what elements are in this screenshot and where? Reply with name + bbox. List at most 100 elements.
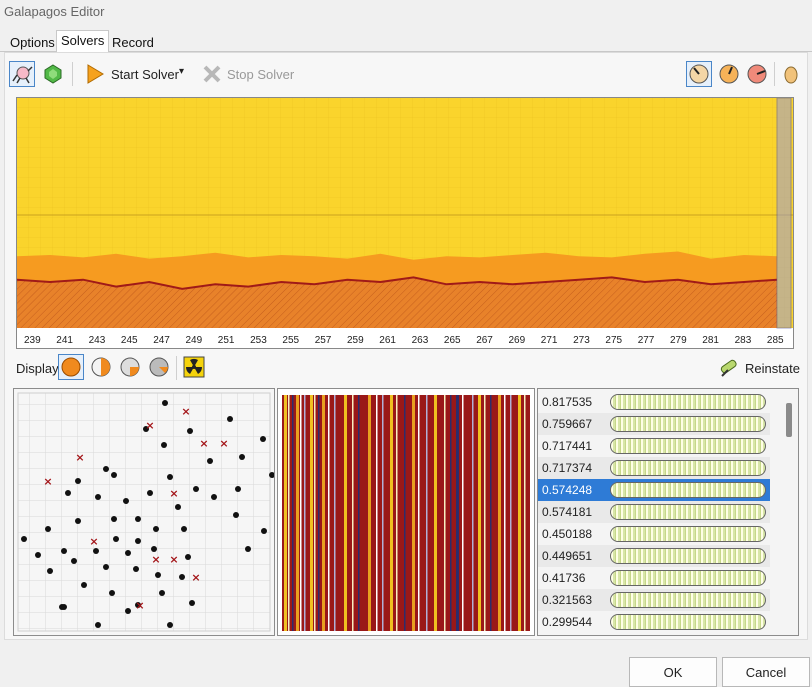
population-point[interactable] xyxy=(269,472,275,478)
tab-record[interactable]: Record xyxy=(112,35,154,50)
population-point[interactable] xyxy=(125,550,131,556)
population-point[interactable] xyxy=(167,622,173,628)
gauge-fast-button[interactable] xyxy=(744,61,770,87)
population-point[interactable] xyxy=(93,548,99,554)
rejected-point[interactable]: × xyxy=(199,437,208,450)
population-point[interactable] xyxy=(153,526,159,532)
stop-solver-label[interactable]: Stop Solver xyxy=(227,67,295,82)
population-point[interactable] xyxy=(113,536,119,542)
population-point[interactable] xyxy=(189,600,195,606)
chart-playhead[interactable] xyxy=(776,97,792,329)
rejected-point[interactable]: × xyxy=(145,419,154,432)
genome-list-row[interactable]: 0.450188 xyxy=(538,523,770,545)
genome-list-row[interactable]: 0.574248 xyxy=(538,479,770,501)
display-mode-3-button[interactable] xyxy=(117,354,143,380)
evolutionary-solver-button[interactable] xyxy=(9,61,35,87)
population-point[interactable] xyxy=(151,546,157,552)
population-point[interactable] xyxy=(95,622,101,628)
population-point[interactable] xyxy=(161,442,167,448)
population-point[interactable] xyxy=(227,416,233,422)
population-point[interactable] xyxy=(61,548,67,554)
rejected-point[interactable]: × xyxy=(169,553,178,566)
population-point[interactable] xyxy=(95,494,101,500)
genome-list-row[interactable]: 0.759667 xyxy=(538,413,770,435)
population-point[interactable] xyxy=(81,582,87,588)
ok-button[interactable]: OK xyxy=(629,657,717,687)
display-mode-1-button[interactable] xyxy=(58,354,84,380)
rejected-point[interactable]: × xyxy=(219,437,228,450)
stop-solver-icon-button[interactable] xyxy=(199,61,225,87)
population-point[interactable] xyxy=(162,400,168,406)
population-point[interactable] xyxy=(135,538,141,544)
population-point[interactable] xyxy=(61,604,67,610)
reinstate-label[interactable]: Reinstate xyxy=(745,361,800,376)
genome-list-row[interactable]: 0.717374 xyxy=(538,457,770,479)
population-point[interactable] xyxy=(143,426,149,432)
population-point[interactable] xyxy=(211,494,217,500)
population-point[interactable] xyxy=(75,478,81,484)
population-point[interactable] xyxy=(175,504,181,510)
population-point[interactable] xyxy=(187,428,193,434)
population-point[interactable] xyxy=(179,574,185,580)
population-point[interactable] xyxy=(239,454,245,460)
gauge-medium-button[interactable] xyxy=(716,61,742,87)
population-point[interactable] xyxy=(261,528,267,534)
display-mode-4-button[interactable] xyxy=(146,354,172,380)
population-point[interactable] xyxy=(193,486,199,492)
population-point[interactable] xyxy=(133,566,139,572)
population-point[interactable] xyxy=(207,458,213,464)
population-point[interactable] xyxy=(147,490,153,496)
genome-list-row[interactable]: 0.449651 xyxy=(538,545,770,567)
population-point[interactable] xyxy=(21,536,27,542)
annealing-solver-button[interactable] xyxy=(40,61,66,87)
population-point[interactable] xyxy=(103,466,109,472)
genome-list-row[interactable]: 0.717441 xyxy=(538,435,770,457)
cancel-button[interactable]: Cancel xyxy=(722,657,810,687)
population-point[interactable] xyxy=(71,558,77,564)
genome-list-row[interactable]: 0.574181 xyxy=(538,501,770,523)
egg-button[interactable] xyxy=(778,61,804,87)
genome-list-row[interactable]: 0.299544 xyxy=(538,611,770,633)
population-point[interactable] xyxy=(45,526,51,532)
population-point[interactable] xyxy=(111,516,117,522)
list-scrollbar-thumb[interactable] xyxy=(786,403,792,437)
population-point[interactable] xyxy=(167,474,173,480)
rejected-point[interactable]: × xyxy=(169,487,178,500)
tab-solvers[interactable]: Solvers xyxy=(56,30,110,53)
population-point[interactable] xyxy=(123,498,129,504)
rejected-point[interactable]: × xyxy=(75,451,84,464)
rejected-point[interactable]: × xyxy=(43,475,52,488)
chevron-down-icon[interactable]: ▾ xyxy=(179,66,185,77)
start-solver-label[interactable]: Start Solver xyxy=(111,67,179,82)
population-point[interactable] xyxy=(47,568,53,574)
rejected-point[interactable]: × xyxy=(89,535,98,548)
population-point[interactable] xyxy=(235,486,241,492)
population-point[interactable] xyxy=(125,608,131,614)
genome-list-row[interactable]: 0.41736 xyxy=(538,567,770,589)
reinstate-icon-button[interactable] xyxy=(716,354,742,380)
population-point[interactable] xyxy=(135,516,141,522)
population-point[interactable] xyxy=(109,590,115,596)
population-point[interactable] xyxy=(103,564,109,570)
rejected-point[interactable]: × xyxy=(191,571,200,584)
rejected-point[interactable]: × xyxy=(151,553,160,566)
radiation-button[interactable] xyxy=(181,354,207,380)
genome-list-row[interactable]: 0.817535 xyxy=(538,391,770,413)
population-point[interactable] xyxy=(260,436,266,442)
population-point[interactable] xyxy=(135,602,141,608)
tab-options[interactable]: Options xyxy=(10,35,55,50)
population-point[interactable] xyxy=(185,554,191,560)
population-point[interactable] xyxy=(181,526,187,532)
rejected-point[interactable]: × xyxy=(135,599,144,612)
population-point[interactable] xyxy=(159,590,165,596)
genome-list-row[interactable]: 0.321563 xyxy=(538,589,770,611)
population-point[interactable] xyxy=(75,518,81,524)
display-mode-2-button[interactable] xyxy=(88,354,114,380)
population-point[interactable] xyxy=(233,512,239,518)
population-point[interactable] xyxy=(245,546,251,552)
population-point[interactable] xyxy=(65,490,71,496)
population-point[interactable] xyxy=(155,572,161,578)
gauge-slow-button[interactable] xyxy=(686,61,712,87)
start-solver-icon-button[interactable] xyxy=(82,61,108,87)
population-point[interactable] xyxy=(111,472,117,478)
